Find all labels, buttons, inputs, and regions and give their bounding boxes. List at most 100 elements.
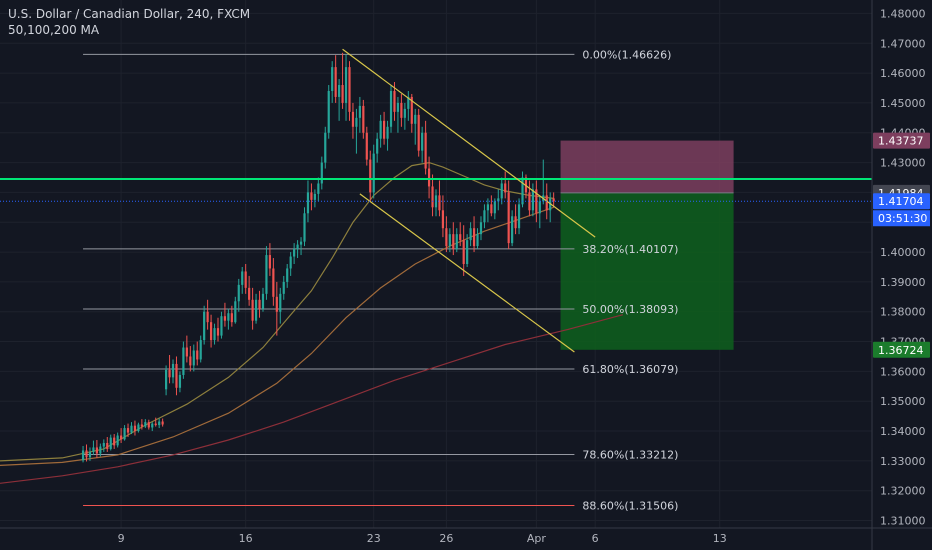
candle-body (511, 216, 514, 244)
price-axis-label: 1.32000 (880, 485, 926, 498)
candle-body (81, 450, 85, 461)
moving-average-line (0, 314, 624, 484)
candle-body (265, 255, 268, 294)
time-axis-label: Apr (527, 532, 547, 545)
candle-body (483, 210, 486, 223)
candle-body (341, 85, 344, 103)
fib-level-label: 88.60%(1.31506) (582, 499, 678, 512)
candle-body (531, 189, 534, 211)
candle-body (95, 447, 98, 454)
candle-body (424, 132, 427, 169)
candle-body (504, 183, 507, 193)
fib-level-label: 61.80%(1.36079) (582, 363, 678, 376)
trendline-lower (359, 193, 575, 353)
candle-body (230, 313, 233, 323)
candle-body (227, 313, 230, 321)
candle-body (213, 328, 216, 341)
candle-body (490, 204, 493, 214)
candle-body (168, 369, 171, 378)
price-axis-label: 1.39000 (880, 276, 926, 289)
candle-body (376, 138, 379, 154)
trendline-upper (342, 48, 596, 238)
price-axis-label: 1.34000 (880, 425, 926, 438)
price-badge-label: 1.43737 (878, 135, 924, 148)
candle-body (199, 340, 202, 360)
candle-body (469, 228, 472, 241)
candle-body (362, 105, 365, 133)
candle-body (386, 126, 389, 139)
candle-body (147, 422, 150, 428)
price-axis-label: 1.46000 (880, 67, 926, 80)
fib-level-label: 78.60%(1.33212) (582, 449, 678, 462)
candle-body (137, 424, 140, 432)
candle-body (109, 437, 112, 449)
candle-body (241, 271, 244, 285)
price-axis-label: 1.36000 (880, 365, 926, 378)
candle-body (303, 213, 306, 242)
price-badge-label: 1.36724 (878, 344, 924, 357)
candle-body (393, 90, 396, 112)
time-axis-label: 9 (118, 532, 125, 545)
fib-level-label: 38.20%(1.40107) (582, 243, 678, 256)
moving-average-line (0, 161, 554, 462)
fib-level-label: 50.00%(1.38093) (582, 303, 678, 316)
candle-body (310, 192, 313, 200)
candle-body (417, 114, 420, 151)
price-axis-label: 1.43000 (880, 157, 926, 170)
candle-body (289, 256, 292, 269)
candle-body (517, 204, 521, 229)
candle-body (113, 437, 116, 446)
candle-body (441, 210, 445, 229)
candle-body (382, 120, 386, 139)
candle-body (414, 114, 417, 124)
candle-body (248, 287, 251, 300)
candle-body (203, 311, 206, 341)
candle-body (251, 299, 254, 321)
price-badge-label: 1.41704 (878, 195, 924, 208)
candle-body (296, 244, 299, 250)
candle-body (133, 425, 137, 432)
candle-body (237, 284, 240, 302)
candle-body (275, 296, 278, 312)
candle-body (272, 268, 275, 297)
take-profit-zone (560, 192, 734, 350)
candle-body (189, 356, 192, 366)
candle-body (85, 450, 88, 458)
candle-body (389, 90, 393, 127)
candle-body (476, 234, 479, 247)
candle-body (140, 424, 143, 427)
candle-body (116, 435, 119, 446)
time-axis-label: 23 (367, 532, 381, 545)
candle-body (196, 350, 199, 360)
time-axis-label: 13 (713, 532, 727, 545)
candle-body (334, 67, 337, 97)
candle-body (258, 299, 261, 309)
candle-body (279, 293, 282, 312)
countdown-label: 03:51:30 (878, 212, 927, 225)
candle-body (216, 328, 220, 336)
candle-body (220, 316, 223, 336)
price-axis-label: 1.45000 (880, 97, 926, 110)
candle-body (223, 316, 227, 321)
candle-body (306, 192, 310, 214)
candle-body (434, 195, 438, 208)
candle-body (438, 195, 441, 211)
candle-body (144, 422, 147, 427)
candle-body (448, 234, 451, 247)
candle-body (185, 347, 188, 357)
candle-body (327, 90, 330, 133)
candle-body (164, 369, 168, 390)
candle-body (348, 67, 351, 112)
chart-title: U.S. Dollar / Canadian Dollar, 240, FXCM (8, 7, 251, 21)
candle-body (182, 347, 185, 375)
candle-body (161, 421, 164, 425)
candle-body (106, 442, 109, 449)
moving-average-line (0, 206, 554, 466)
candle-body (400, 102, 403, 118)
candle-body (472, 228, 476, 247)
candle-body (126, 428, 130, 433)
candle-body (234, 301, 237, 323)
candle-body (410, 96, 413, 124)
